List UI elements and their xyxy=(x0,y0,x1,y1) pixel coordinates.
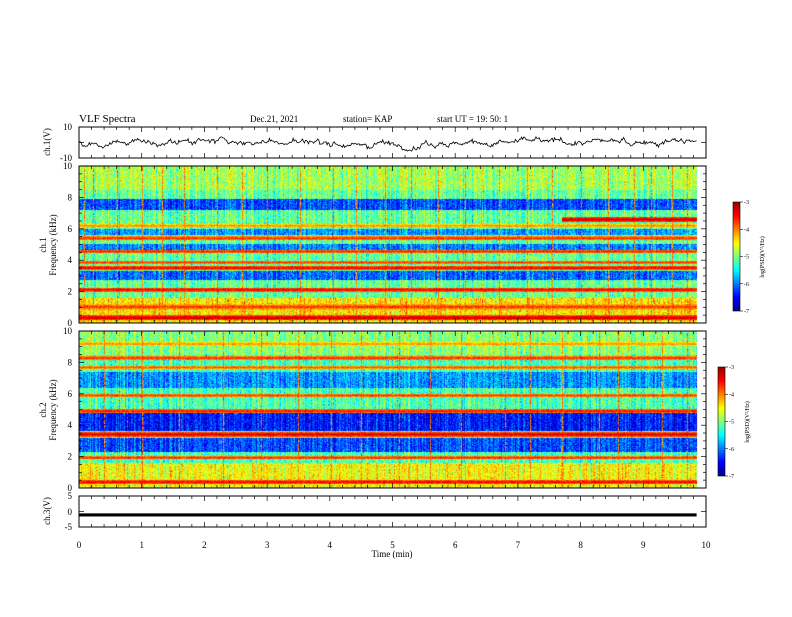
start-time-label: start UT = 19: 50: 1 xyxy=(437,114,508,124)
ch2-spectrogram-heatmap xyxy=(79,331,706,488)
ch1-spectrogram-x-ticks xyxy=(78,166,707,323)
ch3-waveform-ylabel: ch.3(V) xyxy=(42,497,52,525)
ch1-ytick-top: 10 xyxy=(63,122,73,132)
ch1-colorbar-gradient xyxy=(733,202,740,311)
spec1-ytick-label: 0 xyxy=(68,318,73,328)
ch3-waveform-panel: 5 0 -5 ch.3(V) xyxy=(42,491,707,532)
ch1-spectrogram-image-slot xyxy=(79,166,706,323)
time-tick-label: 3 xyxy=(265,540,270,550)
ch1-colorbar-tick-label: -5 xyxy=(744,255,749,261)
ch1-colorbar-tick-label: -7 xyxy=(744,309,749,315)
ch1-spectrogram-ylabel: Frequency (kHz) xyxy=(48,214,58,275)
ch2-colorbar-ticks: -3 -4 -5 -6 -7 xyxy=(725,365,734,480)
ch1-waveform-line xyxy=(78,136,697,152)
ch1-spectrogram-heatmap xyxy=(79,166,706,323)
time-tick-label: 9 xyxy=(641,540,646,550)
ch3-ytick-bottom: -5 xyxy=(65,522,73,532)
spec2-ytick-label: 8 xyxy=(68,357,73,367)
spec1-ytick-label: 6 xyxy=(68,224,73,234)
ch1-x-ticks xyxy=(78,126,707,159)
time-tick-label: 0 xyxy=(77,540,82,550)
ch2-colorbar: -3 -4 -5 -6 -7 log(PSD)(V²/Hz) xyxy=(717,365,751,480)
ch2-colorbar-tick-label: -3 xyxy=(729,365,734,371)
ch3-ytick-top: 5 xyxy=(68,491,73,501)
spec1-ytick-label: 4 xyxy=(68,255,73,265)
ch1-waveform-panel: 10 -10 ch.1(V) xyxy=(42,122,707,163)
ch2-colorbar-gradient xyxy=(718,367,725,476)
time-tick-label: 10 xyxy=(702,540,712,550)
ch1-spectrogram-y-ticks: 0 2 4 6 8 10 xyxy=(63,161,706,328)
spec2-ytick-label: 10 xyxy=(63,326,73,336)
time-tick-label: 2 xyxy=(202,540,207,550)
time-tick-label: 7 xyxy=(516,540,521,550)
time-tick-label: 8 xyxy=(578,540,583,550)
ch3-ytick-mid: 0 xyxy=(68,507,73,517)
station-label: station= KAP xyxy=(343,114,392,124)
ch1-colorbar-label: log(PSD)(V²/Hz) xyxy=(759,236,766,277)
ch2-spectrogram-panel: 0 2 4 6 8 10 ch.2 Frequency (kHz) xyxy=(38,326,707,493)
ch3-waveform-band xyxy=(79,513,697,517)
spec1-ytick-label: 10 xyxy=(63,161,73,171)
ch1-colorbar-slot xyxy=(733,202,740,311)
ch2-spectrogram-x-ticks xyxy=(78,331,707,488)
spec2-ytick-label: 6 xyxy=(68,389,73,399)
date-label: Dec.21, 2021 xyxy=(250,114,298,124)
ch1-colorbar-tick-label: -3 xyxy=(744,200,749,206)
ch2-colorbar-tick-label: -7 xyxy=(729,474,734,480)
ch1-colorbar-tick-label: -4 xyxy=(744,227,749,233)
ch2-colorbar-tick-label: -4 xyxy=(729,392,734,398)
spec2-ytick-label: 0 xyxy=(68,483,73,493)
time-axis-tick-labels: 0 1 2 3 4 5 6 7 8 9 10 xyxy=(77,540,711,550)
time-tick-label: 1 xyxy=(139,540,144,550)
ch2-spectrogram-image-slot xyxy=(79,331,706,488)
time-tick-label: 6 xyxy=(453,540,458,550)
time-tick-label: 5 xyxy=(390,540,395,550)
ch2-spectrogram-prefix: ch.2 xyxy=(38,402,48,417)
ch1-ytick-bottom: -10 xyxy=(60,153,72,163)
ch2-colorbar-label: log(PSD)(V²/Hz) xyxy=(744,401,751,442)
ch2-colorbar-tick-label: -5 xyxy=(729,420,734,426)
ch2-colorbar-slot xyxy=(718,367,725,476)
spec1-ytick-label: 2 xyxy=(68,287,73,297)
ch2-spectrogram-y-ticks: 0 2 4 6 8 10 xyxy=(63,326,706,493)
spec2-ytick-label: 4 xyxy=(68,420,73,430)
ch1-waveform-ylabel: ch.1(V) xyxy=(42,128,52,156)
spec2-ytick-label: 2 xyxy=(68,452,73,462)
spec1-ytick-label: 8 xyxy=(68,192,73,202)
ch1-colorbar-tick-label: -6 xyxy=(744,282,749,288)
ch2-colorbar-tick-label: -6 xyxy=(729,447,734,453)
ch3-waveform-series xyxy=(79,513,697,517)
time-axis-label: Time (min) xyxy=(372,549,413,559)
ch1-colorbar-ticks: -3 -4 -5 -6 -7 xyxy=(740,200,749,315)
time-tick-label: 4 xyxy=(328,540,333,550)
ch1-colorbar: -3 -4 -5 -6 -7 log(PSD)(V²/Hz) xyxy=(732,200,766,315)
ch1-spectrogram-prefix: ch.1 xyxy=(38,237,48,252)
ch3-waveform-bg xyxy=(79,496,706,527)
figure-title: VLF Spectra xyxy=(79,113,136,125)
ch2-spectrogram-ylabel: Frequency (kHz) xyxy=(48,379,58,440)
ch1-spectrogram-panel: 0 2 4 6 8 10 ch.1 Frequency (kHz) xyxy=(38,161,707,328)
ch3-x-ticks xyxy=(78,495,707,528)
ch1-waveform-series xyxy=(78,136,697,152)
